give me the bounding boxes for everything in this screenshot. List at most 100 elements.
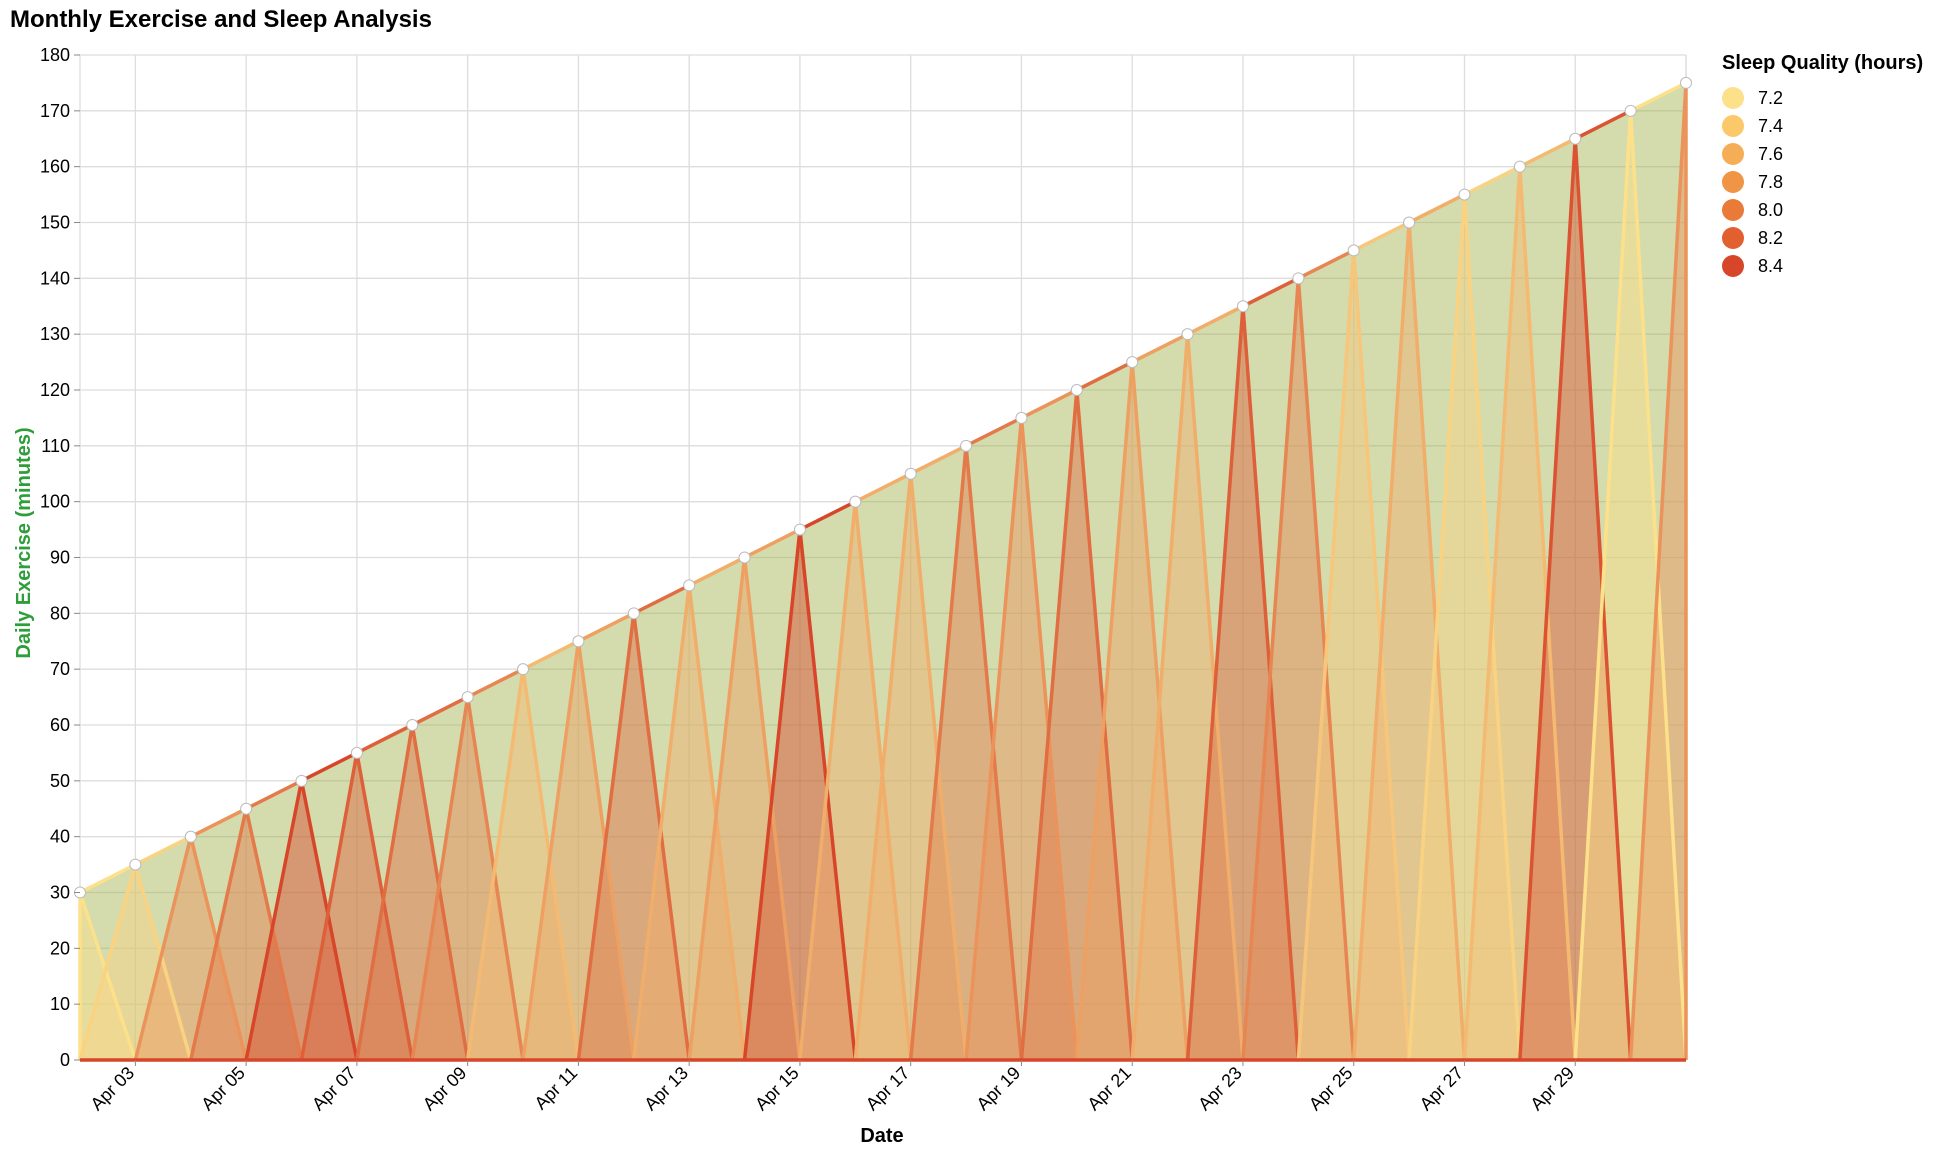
- exercise-point[interactable]: [738, 551, 751, 564]
- exercise-point[interactable]: [295, 774, 308, 787]
- exercise-point[interactable]: [849, 495, 862, 508]
- exercise-point[interactable]: [1569, 132, 1582, 145]
- x-tick-label: Apr 27: [1416, 1063, 1468, 1115]
- exercise-area: [80, 82, 1686, 1060]
- sleep-area: [1409, 194, 1520, 1061]
- exercise-point[interactable]: [1513, 160, 1526, 173]
- x-tick-label: Apr 19: [973, 1063, 1025, 1115]
- y-tick-label: 40: [50, 827, 70, 847]
- legend-item: 8.4: [1722, 254, 1783, 278]
- sleep-area: [135, 836, 247, 1060]
- x-tick-label: Apr 05: [197, 1063, 249, 1115]
- exercise-point[interactable]: [683, 579, 696, 592]
- y-tick-label: 170: [40, 101, 70, 121]
- trend-segment: [356, 723, 414, 755]
- exercise-points: [74, 76, 1692, 899]
- y-tick-label: 180: [40, 45, 70, 65]
- legend-item: 8.0: [1722, 198, 1783, 222]
- exercise-point[interactable]: [1181, 328, 1194, 341]
- trend-segment: [1131, 332, 1189, 364]
- chart-title: Monthly Exercise and Sleep Analysis: [10, 6, 432, 33]
- exercise-point[interactable]: [517, 663, 530, 676]
- y-tick-label: 30: [50, 883, 70, 903]
- sleep-area: [1353, 222, 1465, 1060]
- y-tick-label: 80: [50, 603, 70, 623]
- x-tick-label: Apr 09: [419, 1063, 471, 1115]
- sleep-area: [1575, 110, 1686, 1061]
- exercise-point[interactable]: [184, 830, 197, 843]
- trend-segment: [245, 779, 303, 811]
- trend-segment: [411, 695, 469, 727]
- trend-segment: [1297, 248, 1355, 280]
- sleep-area: [301, 752, 413, 1060]
- x-tick-label: Apr 17: [862, 1063, 914, 1115]
- legend-item: 7.6: [1722, 142, 1783, 166]
- sleep-area: [1242, 278, 1354, 1060]
- y-axis: 0 10 20 30 40 50 60 70 80 90 100 110 120 130 140 150 160…: [40, 45, 80, 1070]
- sleep-area: [246, 780, 357, 1060]
- exercise-point[interactable]: [627, 607, 640, 620]
- y-tick-label: 10: [50, 994, 70, 1014]
- trend-segment: [300, 751, 358, 783]
- sleep-area: [190, 808, 302, 1060]
- exercise-point[interactable]: [129, 858, 142, 871]
- x-tick-label: Apr 11: [531, 1063, 582, 1114]
- exercise-point[interactable]: [1236, 300, 1249, 313]
- exercise-point[interactable]: [1458, 188, 1471, 201]
- legend-swatch: [1722, 255, 1744, 277]
- legend-label: 8.0: [1758, 199, 1784, 220]
- sleep-area: [578, 613, 690, 1060]
- sleep-area: [966, 417, 1077, 1061]
- trend-segment: [688, 555, 746, 587]
- y-tick-label: 70: [50, 659, 70, 679]
- exercise-point[interactable]: [1680, 76, 1692, 89]
- trend-segment: [854, 472, 912, 504]
- exercise-point[interactable]: [904, 467, 917, 480]
- sleep-area: [855, 473, 967, 1060]
- trend-segment: [189, 807, 247, 839]
- exercise-point[interactable]: [960, 439, 973, 452]
- x-tick-label: Apr 29: [1526, 1063, 1578, 1115]
- exercise-point[interactable]: [1015, 411, 1028, 424]
- x-tick-label: Apr 21: [1083, 1063, 1135, 1115]
- trend-segment: [799, 500, 857, 532]
- exercise-point[interactable]: [1403, 216, 1416, 229]
- exercise-point[interactable]: [350, 746, 363, 759]
- legend-swatch: [1722, 115, 1744, 137]
- legend-swatch: [1722, 143, 1744, 165]
- exercise-point[interactable]: [240, 802, 253, 815]
- y-tick-label: 20: [50, 938, 70, 958]
- exercise-point[interactable]: [793, 523, 806, 536]
- y-tick-label: 150: [40, 213, 70, 233]
- trend-segment: [466, 667, 524, 699]
- legend-swatch: [1722, 199, 1744, 221]
- trend-segment: [577, 611, 635, 643]
- exercise-point[interactable]: [1624, 104, 1637, 117]
- exercise-point[interactable]: [572, 635, 585, 648]
- sleep-area: [633, 585, 745, 1060]
- trend-segment: [965, 416, 1023, 448]
- trend-segment: [1076, 360, 1133, 392]
- exercise-point[interactable]: [1126, 356, 1139, 369]
- y-tick-label: 100: [40, 492, 70, 512]
- legend-label: 7.6: [1758, 143, 1784, 164]
- y-tick-label: 130: [40, 324, 70, 344]
- trend-segment: [522, 639, 580, 671]
- exercise-point[interactable]: [1070, 384, 1083, 396]
- trend-segment: [1352, 220, 1410, 252]
- sleep-area: [1132, 334, 1243, 1061]
- sleep-area: [523, 641, 634, 1060]
- sleep-area: [412, 697, 524, 1060]
- y-tick-label: 60: [50, 715, 70, 735]
- legend-swatch: [1722, 227, 1744, 249]
- trend-segment: [633, 583, 690, 615]
- exercise-point[interactable]: [1347, 244, 1360, 257]
- sleep-area: [744, 529, 856, 1060]
- sleep-area: [80, 864, 191, 1060]
- sleep-areas: [80, 82, 1686, 1061]
- x-axis-title: Date: [860, 1125, 903, 1147]
- exercise-point[interactable]: [461, 691, 474, 704]
- exercise-point[interactable]: [1292, 272, 1305, 285]
- exercise-point[interactable]: [406, 719, 419, 731]
- x-tick-label: Apr 07: [308, 1063, 360, 1115]
